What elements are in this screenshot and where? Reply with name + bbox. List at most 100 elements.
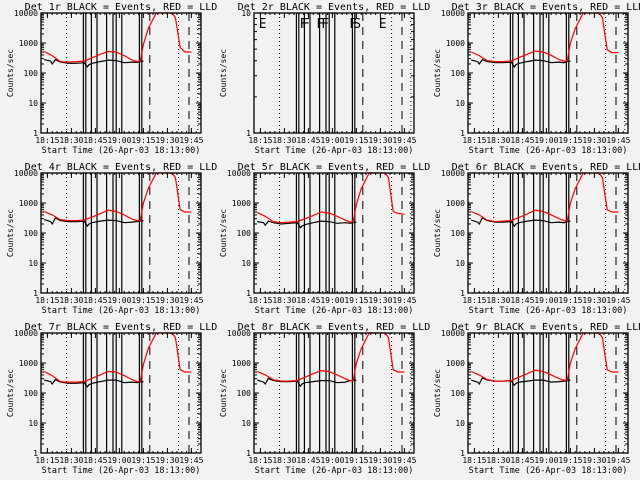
segment-marker-label: S <box>353 17 361 32</box>
x-tick-label: 18:15 <box>462 456 486 465</box>
x-tick-label: 18:30 <box>486 456 510 465</box>
lld-series-line <box>470 172 619 223</box>
segment-marker-label: E <box>259 17 267 32</box>
plot-frame <box>40 332 202 454</box>
x-tick-label: 18:30 <box>59 296 83 305</box>
segment-marker-label: F <box>321 17 329 32</box>
y-tick-label: 10 <box>241 419 251 428</box>
x-tick-label: 19:30 <box>368 456 392 465</box>
panel-title: Det 2r BLACK = Events, RED = LLD <box>238 2 431 13</box>
y-axis-label: Counts/sec <box>6 209 15 257</box>
x-axis-label: Start Time (26-Apr-03 18:13:00) <box>469 146 628 156</box>
x-tick-label: 19:45 <box>606 456 630 465</box>
x-tick-label: 18:15 <box>462 136 486 145</box>
y-tick-label: 1000 <box>446 39 465 48</box>
x-tick-label: 18:15 <box>35 296 59 305</box>
y-tick-label: 1 <box>460 129 465 138</box>
x-tick-label: 19:00 <box>534 296 558 305</box>
x-tick-label: 18:30 <box>486 136 510 145</box>
x-axis-label: Start Time (26-Apr-03 18:13:00) <box>255 306 414 316</box>
x-tick-label: 19:15 <box>131 296 155 305</box>
plot-frame <box>467 172 629 294</box>
plot-frame <box>467 332 629 454</box>
y-tick-label: 1 <box>460 449 465 458</box>
plot-frame <box>467 12 629 134</box>
x-tick-label: 19:00 <box>320 136 344 145</box>
y-axis-label: Counts/sec <box>433 369 442 417</box>
x-tick-label: 19:45 <box>179 456 203 465</box>
y-tick-label: 100 <box>24 389 39 398</box>
x-tick-label: 19:15 <box>131 456 155 465</box>
x-axis-label: Start Time (26-Apr-03 18:13:00) <box>469 306 628 316</box>
x-tick-label: 19:30 <box>582 136 606 145</box>
events-series-line <box>471 377 571 387</box>
plot-frame <box>40 172 202 294</box>
y-axis-label: Counts/sec <box>219 49 228 97</box>
x-tick-label: 18:15 <box>248 456 272 465</box>
x-axis-label: Start Time (26-Apr-03 18:13:00) <box>42 466 201 476</box>
x-tick-label: 18:45 <box>510 456 534 465</box>
panel-title: Det 5r BLACK = Events, RED = LLD <box>238 162 431 173</box>
x-tick-label: 19:45 <box>392 136 416 145</box>
plot-frame <box>253 332 415 454</box>
lld-series-line <box>256 332 405 382</box>
y-tick-label: 1 <box>460 289 465 298</box>
panel-title: Det 8r BLACK = Events, RED = LLD <box>238 322 431 333</box>
events-series-line <box>257 377 357 388</box>
y-tick-label: 1000 <box>232 359 251 368</box>
y-tick-label: 1 <box>33 129 38 138</box>
x-tick-label: 19:30 <box>155 296 179 305</box>
y-tick-label: 10 <box>455 419 465 428</box>
y-tick-label: 1000 <box>19 359 38 368</box>
segment-marker-label: F <box>302 17 310 32</box>
x-tick-label: 18:45 <box>510 136 534 145</box>
y-tick-label: 10000 <box>14 169 38 178</box>
panel-title: Det 3r BLACK = Events, RED = LLD <box>452 2 640 13</box>
plot-frame <box>253 172 415 294</box>
x-tick-label: 19:30 <box>368 296 392 305</box>
y-tick-label: 1 <box>246 289 251 298</box>
x-tick-label: 18:15 <box>248 296 272 305</box>
panel-title: Det 6r BLACK = Events, RED = LLD <box>452 162 640 173</box>
lld-series-line <box>43 172 192 222</box>
x-axis-label: Start Time (26-Apr-03 18:13:00) <box>469 466 628 476</box>
x-tick-label: 18:30 <box>272 136 296 145</box>
x-tick-label: 19:15 <box>344 296 368 305</box>
panel-det-2: Det 2r BLACK = Events, RED = LLD Counts/s… <box>219 2 430 156</box>
x-tick-label: 19:45 <box>606 296 630 305</box>
x-axis-label: Start Time (26-Apr-03 18:13:00) <box>255 466 414 476</box>
y-tick-label: 100 <box>451 229 466 238</box>
panel-det-5: Det 5r BLACK = Events, RED = LLD Counts/s… <box>219 162 430 316</box>
panel-det-7: Det 7r BLACK = Events, RED = LLD Counts/s… <box>6 322 217 476</box>
x-tick-label: 19:00 <box>107 136 131 145</box>
x-axis-label: Start Time (26-Apr-03 18:13:00) <box>42 306 201 316</box>
x-tick-label: 19:30 <box>582 456 606 465</box>
panel-det-1: Det 1r BLACK = Events, RED = LLD Counts/s… <box>6 2 217 156</box>
y-tick-label: 10000 <box>14 9 38 18</box>
y-tick-label: 10 <box>28 99 38 108</box>
x-tick-label: 18:15 <box>462 296 486 305</box>
x-tick-label: 18:45 <box>296 136 320 145</box>
lld-series-line <box>470 12 619 63</box>
y-tick-label: 10000 <box>227 169 251 178</box>
x-tick-label: 19:00 <box>320 456 344 465</box>
segment-marker-label: F <box>316 17 324 32</box>
y-tick-label: 1 <box>246 449 251 458</box>
y-tick-label: 10 <box>455 259 465 268</box>
panel-det-6: Det 6r BLACK = Events, RED = LLD Counts/s… <box>433 162 640 316</box>
y-tick-label: 1 <box>246 129 251 138</box>
x-tick-label: 19:30 <box>368 136 392 145</box>
y-tick-label: 10 <box>241 259 251 268</box>
x-tick-label: 19:45 <box>179 296 203 305</box>
x-tick-label: 19:00 <box>107 456 131 465</box>
x-tick-label: 18:45 <box>510 296 534 305</box>
x-tick-label: 19:45 <box>392 296 416 305</box>
panel-det-9: Det 9r BLACK = Events, RED = LLD Counts/s… <box>433 322 640 476</box>
y-axis-label: Counts/sec <box>6 369 15 417</box>
panel-det-3: Det 3r BLACK = Events, RED = LLD Counts/s… <box>433 2 640 156</box>
plot-frame <box>253 12 415 134</box>
y-tick-label: 10 <box>241 9 251 18</box>
events-series-line <box>471 58 571 68</box>
panel-title: Det 4r BLACK = Events, RED = LLD <box>25 162 218 173</box>
x-tick-label: 19:15 <box>131 136 155 145</box>
